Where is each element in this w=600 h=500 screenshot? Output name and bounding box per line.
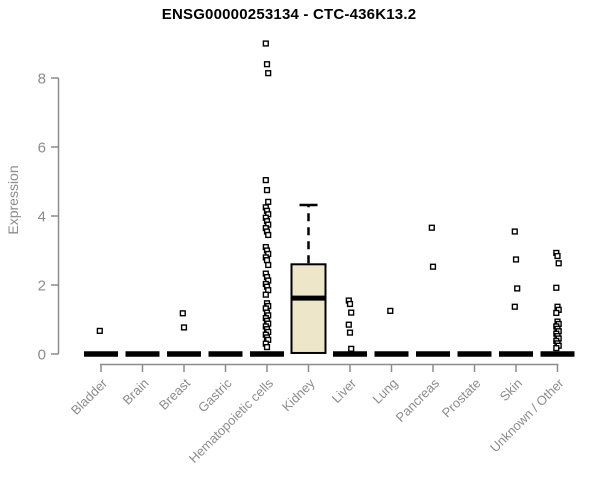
- collapsed-box-bar: [540, 351, 575, 357]
- collapsed-box-bar: [208, 351, 243, 357]
- x-tick-label-kidney: Kidney: [279, 375, 318, 414]
- boxplot-unknown-other: [540, 249, 575, 357]
- x-tick-label-brain: Brain: [120, 376, 152, 408]
- outlier-point: [262, 291, 269, 298]
- outlier-point: [265, 231, 272, 239]
- outlier-point: [429, 263, 437, 270]
- outlier-point: [553, 345, 560, 352]
- boxplot-kidney: [290, 203, 327, 354]
- outlier-point: [514, 285, 521, 292]
- collapsed-box-bar: [374, 351, 409, 357]
- outlier-point: [554, 252, 561, 260]
- outlier-point: [387, 307, 394, 314]
- x-tick-label-prostate: Prostate: [439, 376, 484, 421]
- outlier-point: [262, 40, 269, 47]
- x-tick-label-breast: Breast: [156, 375, 193, 412]
- collapsed-box-bar: [125, 351, 160, 357]
- outlier-point: [428, 224, 435, 231]
- x-tick-label-liver: Liver: [329, 375, 360, 406]
- outlier-point: [263, 344, 271, 351]
- outlier-point: [553, 309, 560, 317]
- outlier-point: [553, 284, 560, 291]
- outlier-point: [263, 187, 271, 194]
- collapsed-box-bar: [167, 351, 201, 357]
- collapsed-box-bar: [84, 351, 118, 357]
- outlier-point: [346, 329, 354, 336]
- median-line: [291, 295, 326, 301]
- boxplot-pancreas: [416, 224, 450, 357]
- boxplot-gastric: [208, 351, 243, 357]
- collapsed-box-bar: [416, 351, 450, 357]
- collapsed-box-bar: [250, 351, 284, 357]
- outlier-point: [265, 261, 272, 269]
- boxplot-skin: [499, 228, 533, 357]
- collapsed-box-bar: [333, 351, 367, 357]
- outlier-point: [348, 345, 355, 352]
- outlier-point: [346, 300, 354, 308]
- x-tick-label-unknown-other: Unknown / Other: [487, 375, 567, 455]
- y-tick-label: 4: [38, 209, 46, 226]
- x-tick-label-skin: Skin: [497, 376, 525, 404]
- outlier-point: [512, 256, 520, 263]
- y-tick-label: 2: [38, 278, 46, 295]
- outlier-point: [180, 324, 188, 331]
- outlier-point: [265, 70, 272, 77]
- outlier-point: [511, 228, 518, 235]
- y-tick-label: 0: [38, 347, 46, 364]
- x-tick-label-bladder: Bladder: [68, 375, 111, 418]
- boxplot-lung: [374, 307, 409, 357]
- collapsed-box-bar: [499, 351, 533, 357]
- boxplot-liver: [333, 297, 367, 357]
- x-tick-label-pancreas: Pancreas: [393, 375, 443, 425]
- boxplot-prostate: [457, 351, 492, 357]
- outlier-point: [555, 260, 562, 267]
- outlier-point: [511, 303, 518, 310]
- outlier-point: [262, 177, 269, 184]
- outlier-point: [263, 61, 271, 68]
- outlier-point: [348, 309, 355, 316]
- outlier-point: [96, 327, 103, 334]
- chart-title: ENSG00000253134 - CTC-436K13.2: [161, 6, 417, 23]
- x-tick-label-gastric: Gastric: [195, 375, 235, 415]
- y-tick-label: 6: [38, 140, 46, 157]
- y-tick-label: 8: [38, 71, 46, 88]
- box-iqr: [290, 263, 327, 354]
- boxplot-bladder: [84, 327, 118, 357]
- boxplot-hematopoietic-cells: [250, 40, 284, 357]
- boxplot-brain: [125, 351, 160, 357]
- outlier-point: [263, 257, 271, 264]
- boxplot-breast: [167, 310, 201, 357]
- outlier-point: [179, 310, 186, 317]
- outlier-point: [345, 321, 352, 328]
- outlier-point: [265, 198, 272, 205]
- x-tick-label-lung: Lung: [370, 376, 401, 407]
- collapsed-box-bar: [457, 351, 492, 357]
